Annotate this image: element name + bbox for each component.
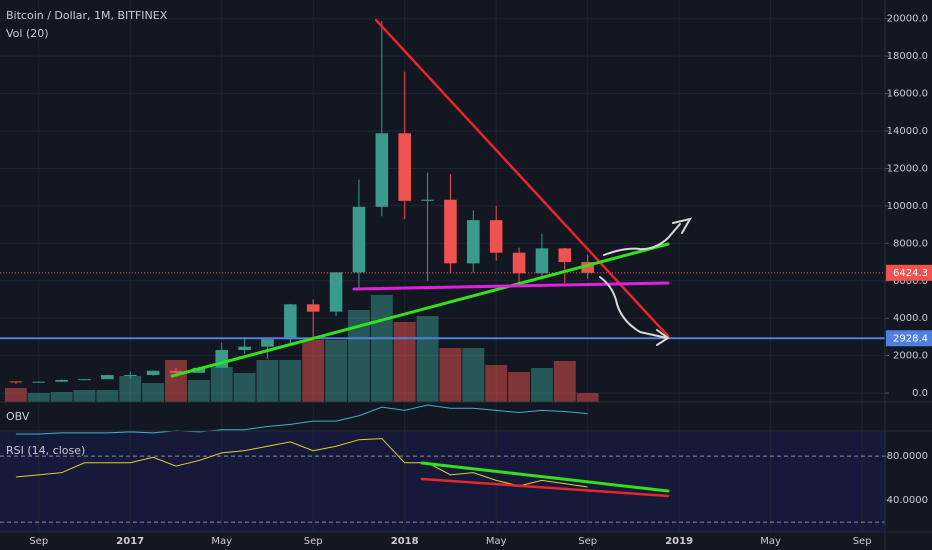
volume-bar	[508, 372, 530, 402]
volume-bar	[416, 316, 439, 402]
volume-bar	[439, 348, 462, 402]
volume-bar	[119, 376, 142, 402]
volume-bar	[370, 295, 393, 402]
volume-bar	[50, 392, 73, 402]
obv-label: OBV	[6, 410, 30, 423]
candle-body	[9, 381, 23, 383]
candle-body	[352, 206, 366, 273]
volume-bar	[279, 360, 302, 402]
axes: Sep 2017 May Sep 2018 May Sep 2019 May Sep 0.0 2000…	[29, 14, 932, 547]
y-tick-label: 4000.0	[893, 313, 928, 324]
x-tick-label: 2019	[665, 536, 693, 547]
y-tick-label: 20000.0	[887, 14, 928, 25]
candle-body	[101, 375, 114, 380]
volume-bar	[4, 388, 27, 402]
y-tick-label: 18000.0	[887, 51, 928, 62]
volume-bar	[553, 361, 576, 402]
volume-bar	[576, 393, 599, 402]
candle-body	[55, 379, 68, 382]
arrow-head	[656, 329, 670, 346]
price-label: 2928.4	[893, 333, 928, 344]
candle-body	[489, 220, 503, 253]
candles	[9, 20, 594, 385]
volume-bar	[348, 310, 370, 402]
candle-body	[467, 220, 480, 264]
drawings	[170, 18, 693, 498]
candle-body	[32, 381, 46, 383]
rsi-label: RSI (14, close)	[6, 444, 85, 457]
x-tick-label: Sep	[29, 536, 48, 547]
volume-bar	[462, 348, 485, 402]
x-tick-label: Sep	[853, 536, 872, 547]
obv-line	[15, 404, 588, 435]
price-label-box	[886, 264, 932, 281]
x-tick-label: Sep	[304, 536, 323, 547]
y-tick-label: 16000.0	[887, 89, 928, 100]
volume-bar	[27, 393, 50, 402]
candle-body	[169, 370, 183, 373]
x-tick-label: Sep	[578, 536, 597, 547]
candle-body	[421, 199, 434, 201]
candle-body	[123, 375, 137, 377]
x-tick-label: May	[211, 536, 232, 547]
volume-bar	[393, 322, 416, 402]
rsi-line	[15, 438, 588, 488]
candle-body	[238, 346, 251, 351]
indicators	[0, 272, 885, 488]
arrow-head	[672, 217, 693, 234]
volume-bar	[142, 383, 165, 402]
y-tick-label: 14000.0	[887, 126, 928, 137]
x-tick-label: May	[760, 536, 781, 547]
rsi-trend-line	[420, 461, 670, 493]
rsi-pane	[0, 432, 885, 532]
volume-bar	[165, 360, 187, 402]
rsi-tick-label: 80.0000	[887, 451, 928, 462]
y-tick-label: 12000.0	[887, 163, 928, 174]
candle-body	[146, 370, 160, 376]
volume-bar	[256, 360, 279, 402]
volume-bar	[485, 365, 508, 402]
candle-body	[558, 248, 572, 263]
y-tick-label: 2000.0	[893, 351, 928, 362]
rsi-trend-line	[420, 477, 670, 498]
volume-bar	[73, 390, 96, 402]
y-tick-label: 6000.0	[893, 276, 928, 287]
candle-body	[581, 262, 594, 273]
price-label-box	[886, 330, 932, 347]
volume-bar	[233, 373, 256, 402]
chart-title: Bitcoin / Dollar, 1M, BITFINEX	[6, 9, 168, 22]
x-tick-label: 2017	[116, 536, 144, 547]
rsi-tick-label: 40.0000	[887, 495, 928, 506]
volume-bar	[210, 367, 233, 402]
volume-bar	[187, 380, 210, 402]
y-tick-label: 10000.0	[887, 201, 928, 212]
candle-body	[375, 133, 389, 207]
y-tick-label: 0.0	[912, 388, 928, 399]
candle-body	[512, 252, 526, 274]
arrow	[599, 276, 668, 339]
price-label: 6424.3	[893, 268, 928, 279]
arrow	[603, 223, 681, 256]
x-tick-label: May	[486, 536, 507, 547]
candle-body	[306, 304, 320, 312]
candle-body	[78, 379, 91, 381]
volume-bar	[96, 390, 119, 402]
volume-bar	[325, 340, 348, 402]
candle-body	[329, 272, 343, 312]
y-tick-label: 8000.0	[893, 238, 928, 249]
volume-bar	[530, 368, 553, 402]
candle-body	[444, 199, 457, 264]
candle-body	[261, 339, 274, 347]
trend-line	[170, 242, 670, 378]
volume-label: Vol (20)	[6, 27, 49, 40]
candle-body	[398, 133, 411, 201]
candle-body	[535, 248, 549, 274]
candle-body	[284, 304, 297, 340]
x-tick-label: 2018	[391, 536, 419, 547]
trend-line	[352, 281, 670, 291]
volume-bar	[302, 340, 325, 402]
